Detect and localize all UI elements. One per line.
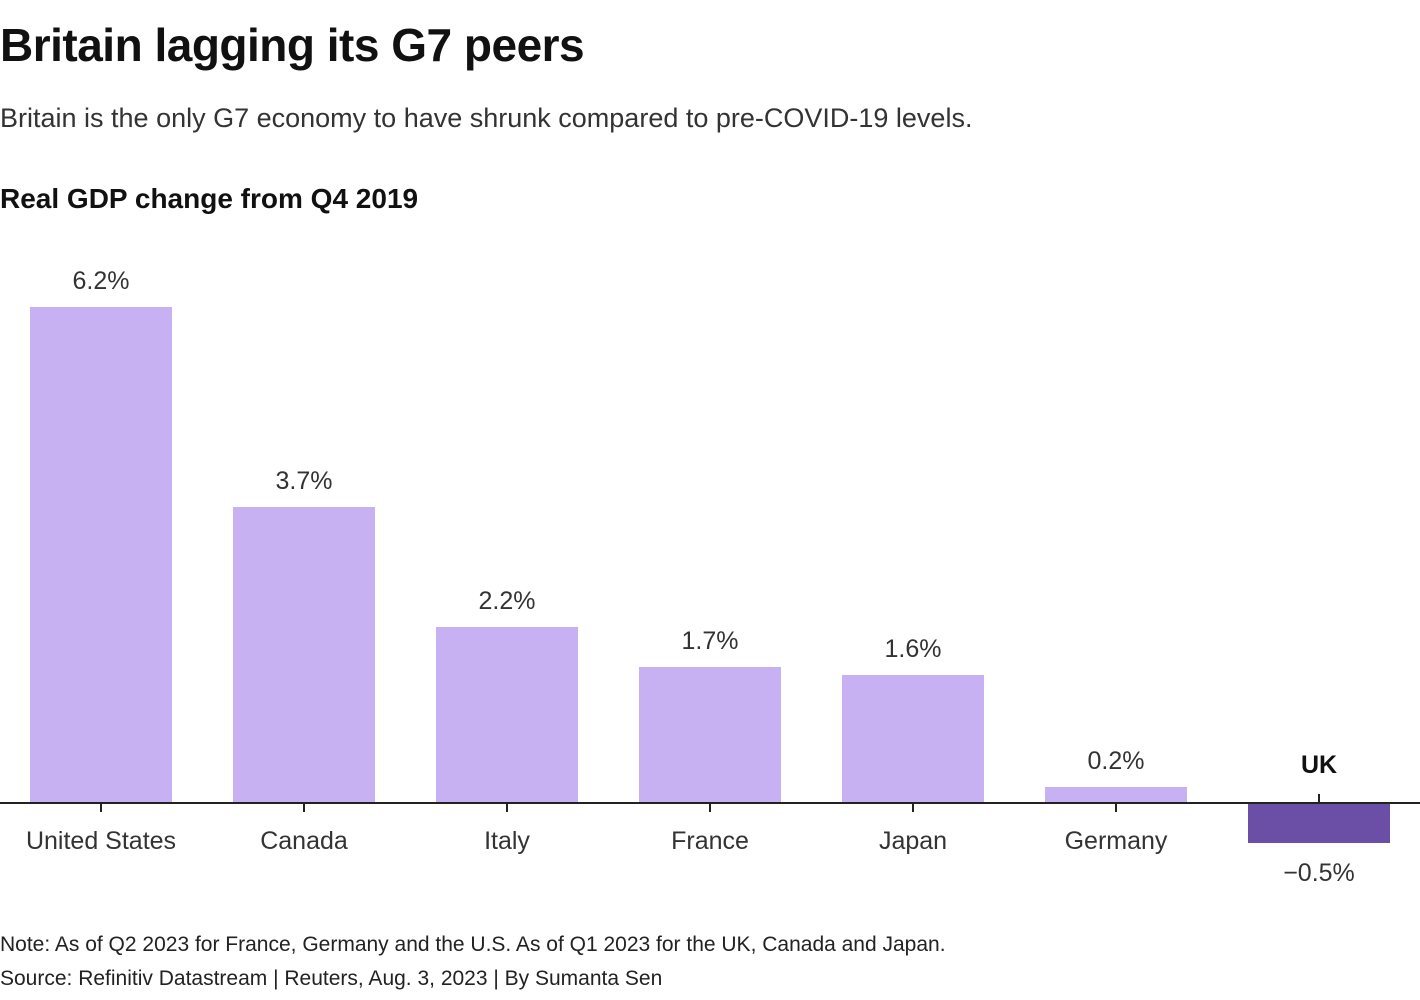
x-tick-label: Italy — [484, 827, 530, 855]
data-label: 0.2% — [1088, 747, 1145, 775]
data-label: 1.7% — [682, 627, 739, 655]
bar-germany — [1045, 787, 1187, 803]
bar-uk — [1248, 803, 1390, 843]
x-tick-label: Canada — [260, 827, 348, 855]
chart-title: Real GDP change from Q4 2019 — [0, 183, 419, 214]
data-label: −0.5% — [1283, 859, 1355, 887]
chart-source: Source: Refinitiv Datastream | Reuters, … — [0, 967, 663, 990]
bar-japan — [842, 675, 984, 803]
page-title: Britain lagging its G7 peers — [0, 19, 585, 71]
x-tick-label: France — [671, 827, 749, 855]
x-tick-label: Germany — [1065, 827, 1168, 855]
bar-united-states — [30, 307, 172, 803]
bar-italy — [436, 627, 578, 803]
data-label: 1.6% — [885, 635, 942, 663]
data-label: 6.2% — [73, 267, 130, 295]
chart-note: Note: As of Q2 2023 for France, Germany … — [0, 933, 946, 956]
x-tick-label: United States — [26, 827, 176, 855]
bar-canada — [233, 507, 375, 803]
page-subtitle: Britain is the only G7 economy to have s… — [0, 103, 973, 133]
bar-france — [639, 667, 781, 803]
bar-chart: 6.2% United States 3.7% Canada 2.2% Italy 1.7%… — [0, 267, 1420, 887]
x-tick-label-highlight: UK — [1301, 751, 1337, 779]
data-label: 2.2% — [479, 587, 536, 615]
x-tick-label: Japan — [879, 827, 947, 855]
data-label: 3.7% — [276, 467, 333, 495]
